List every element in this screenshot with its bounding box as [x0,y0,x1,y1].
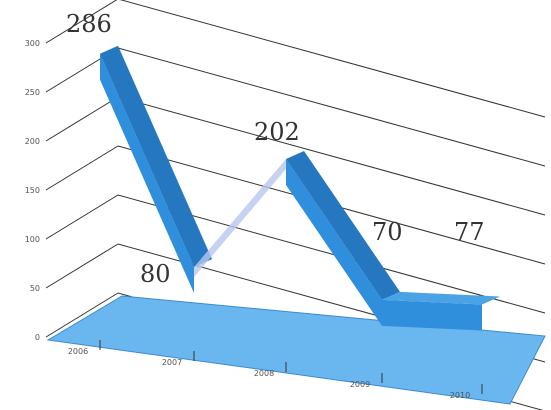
y-tick-label: 250 [25,88,40,97]
y-tick-label: 300 [25,39,40,48]
data-label: 202 [254,118,300,146]
gridline-left-50 [45,243,119,289]
ribbon-segment-1 [194,159,286,278]
gridline-back-250 [117,47,546,167]
data-label: 80 [140,260,171,288]
y-tick-label: 0 [35,333,40,342]
y-tick-label: 50 [30,284,40,293]
x-axis-ticks: 2006 2007 2008 2009 2010 [68,340,483,400]
data-label: 286 [66,10,112,38]
ribbon-top-0 [100,45,212,268]
chart-floor [46,295,546,405]
gridline-back-200 [117,96,546,216]
ribbon-top-3 [382,291,500,305]
gridline-left-150 [45,145,119,191]
data-label: 77 [454,218,485,246]
ribbon-top-2 [286,151,400,300]
y-tick-label: 150 [25,186,40,195]
y-tick-label: 200 [25,137,40,146]
gridline-back-300 [119,0,546,118]
gridline-left-300 [45,0,118,44]
floor-group [46,295,546,405]
x-tick-label: 2010 [450,391,470,400]
x-tick-label: 2007 [162,358,182,367]
y-axis-ticks: 0 50 100 150 200 250 300 [25,39,40,342]
data-labels: 286 80 202 70 77 [66,10,485,288]
gridline-left-100 [45,194,119,240]
ribbon-segment-3 [382,299,482,331]
x-tick-label: 2006 [68,347,88,356]
data-label: 70 [372,218,403,246]
gridline-left-0 [45,292,119,338]
ribbon-segment-2 [286,159,382,326]
x-tick-label: 2009 [350,380,370,389]
gridline-left-200 [45,96,119,142]
ribbon-segment-0 [100,53,194,294]
y-tick-label: 100 [25,235,40,244]
x-tick-label: 2008 [254,369,274,378]
series-ribbon [100,45,500,331]
